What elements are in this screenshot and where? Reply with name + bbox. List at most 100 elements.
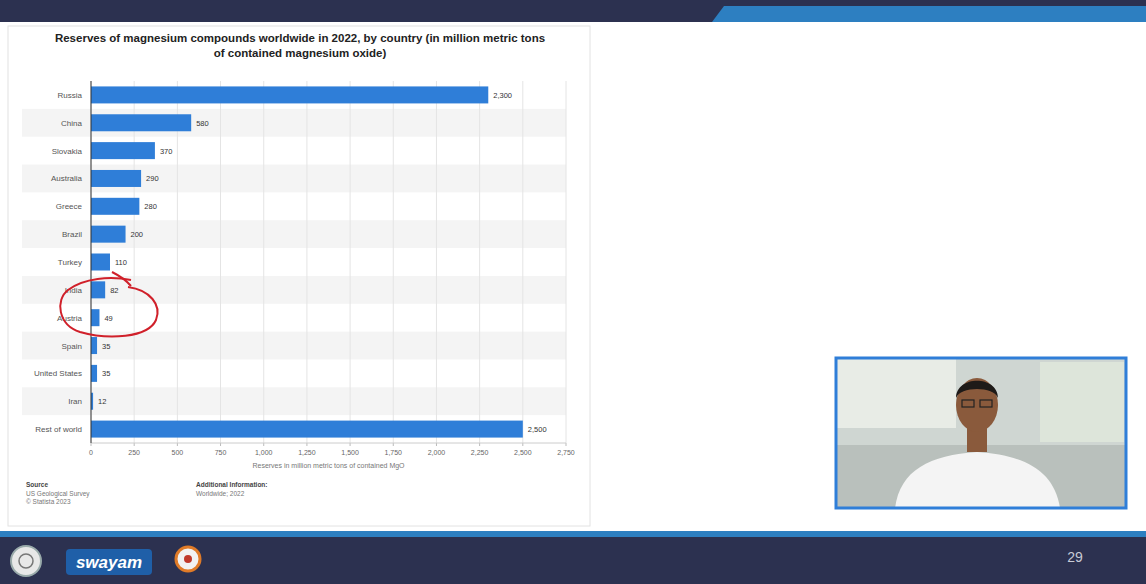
data-label: 370 — [160, 147, 173, 156]
data-label: 200 — [131, 230, 144, 239]
note-heading: Additional Information: — [196, 481, 268, 488]
grid-line — [177, 81, 178, 443]
video-border — [836, 358, 1126, 508]
grid-line — [436, 81, 437, 443]
category-label: Brazil — [62, 230, 82, 239]
footer-line — [0, 531, 1146, 537]
grid-line — [91, 81, 92, 443]
tick-label: 2,500 — [514, 449, 532, 456]
person-hair — [956, 381, 998, 398]
bar — [91, 365, 97, 382]
tick-label: 1,750 — [385, 449, 403, 456]
footer-bar — [0, 537, 1146, 584]
bar — [91, 281, 105, 298]
chart-title: Reserves of magnesium compounds worldwid… — [55, 32, 545, 59]
tick-label: 750 — [215, 449, 227, 456]
data-label: 110 — [115, 258, 127, 267]
logo-swayam-bg — [66, 549, 152, 575]
grid-line — [263, 81, 264, 443]
data-label: 580 — [196, 119, 209, 128]
logo-swayam: swayam — [76, 553, 142, 572]
category-label: Slovakia — [52, 147, 83, 156]
title-line: Reserves of magnesium compounds worldwid… — [55, 32, 545, 44]
grid-line — [350, 81, 351, 443]
header-accent — [712, 6, 1146, 22]
axis-title: Reserves in million metric tons of conta… — [252, 462, 405, 470]
note-heading: Source — [26, 481, 48, 488]
tick-label: 2,750 — [557, 449, 575, 456]
data-label: 49 — [104, 314, 112, 323]
grid — [91, 81, 566, 446]
video-window — [1040, 362, 1124, 442]
tick-label: 1,500 — [341, 449, 359, 456]
bar — [91, 421, 523, 438]
slide: Reserves of magnesium compounds worldwid… — [0, 0, 1146, 584]
bar — [91, 170, 141, 187]
category-label: Rest of world — [35, 425, 82, 434]
tick-label: 1,000 — [255, 449, 273, 456]
category-label: Turkey — [58, 258, 82, 267]
header-bar — [0, 0, 1146, 22]
page-number: 29 — [1067, 549, 1083, 565]
logo-nptel — [176, 547, 200, 571]
logo-circle-inner — [19, 554, 33, 568]
bar — [91, 114, 191, 131]
data-label: 35 — [102, 342, 110, 351]
data-label: 280 — [144, 202, 157, 211]
video-bg — [836, 358, 1126, 508]
data-label: 2,500 — [528, 425, 547, 434]
video-window — [836, 358, 956, 428]
grid-line — [134, 81, 135, 443]
chart-panel — [8, 26, 590, 526]
tick-label: 2,000 — [428, 449, 446, 456]
grid-line — [479, 81, 480, 443]
video-frame — [836, 358, 1126, 508]
row-stripe — [22, 165, 566, 193]
grid-line — [220, 81, 221, 443]
bar — [91, 337, 97, 354]
tick-label: 500 — [172, 449, 184, 456]
bar — [91, 309, 99, 326]
data-label: 82 — [110, 286, 118, 295]
grid-line — [522, 81, 523, 443]
person-head — [956, 378, 998, 432]
annotation-circle — [60, 278, 157, 336]
x-axis-line — [91, 443, 566, 444]
background — [0, 0, 1146, 584]
tick-label: 0 — [89, 449, 93, 456]
category-label: Iran — [68, 397, 82, 406]
category-label: China — [61, 119, 82, 128]
video-desk — [836, 445, 1126, 508]
row-stripe — [22, 109, 566, 137]
tick-label: 2,250 — [471, 449, 489, 456]
glasses — [962, 400, 974, 407]
y-axis-line — [91, 81, 92, 443]
logo-nptel-core — [184, 555, 192, 563]
bar — [91, 142, 155, 159]
category-label: Spain — [62, 342, 82, 351]
title-group: Reserves of magnesium compounds worldwid… — [55, 32, 545, 59]
bars — [91, 86, 523, 437]
category-label: Australia — [51, 174, 83, 183]
data-label: 290 — [146, 174, 159, 183]
bar — [91, 254, 110, 271]
annotation-stroke — [112, 272, 131, 286]
data-label: 12 — [98, 397, 106, 406]
person-body — [895, 452, 1060, 508]
title-line: of contained magnesium oxide) — [214, 47, 387, 59]
note-line: © Statista 2023 — [26, 498, 71, 505]
grid-line — [566, 81, 567, 443]
note-line: US Geological Survey — [26, 490, 90, 498]
row-stripe — [22, 276, 566, 304]
logo-circle — [11, 546, 41, 576]
grid-line — [393, 81, 394, 443]
tick-label: 250 — [128, 449, 140, 456]
tick-label: 1,250 — [298, 449, 316, 456]
grid-line — [306, 81, 307, 443]
category-label: Greece — [56, 202, 83, 211]
category-label: United States — [34, 369, 82, 378]
bar — [91, 86, 488, 103]
bar — [91, 198, 139, 215]
note-line: Worldwide; 2022 — [196, 490, 245, 497]
bar — [91, 226, 126, 243]
